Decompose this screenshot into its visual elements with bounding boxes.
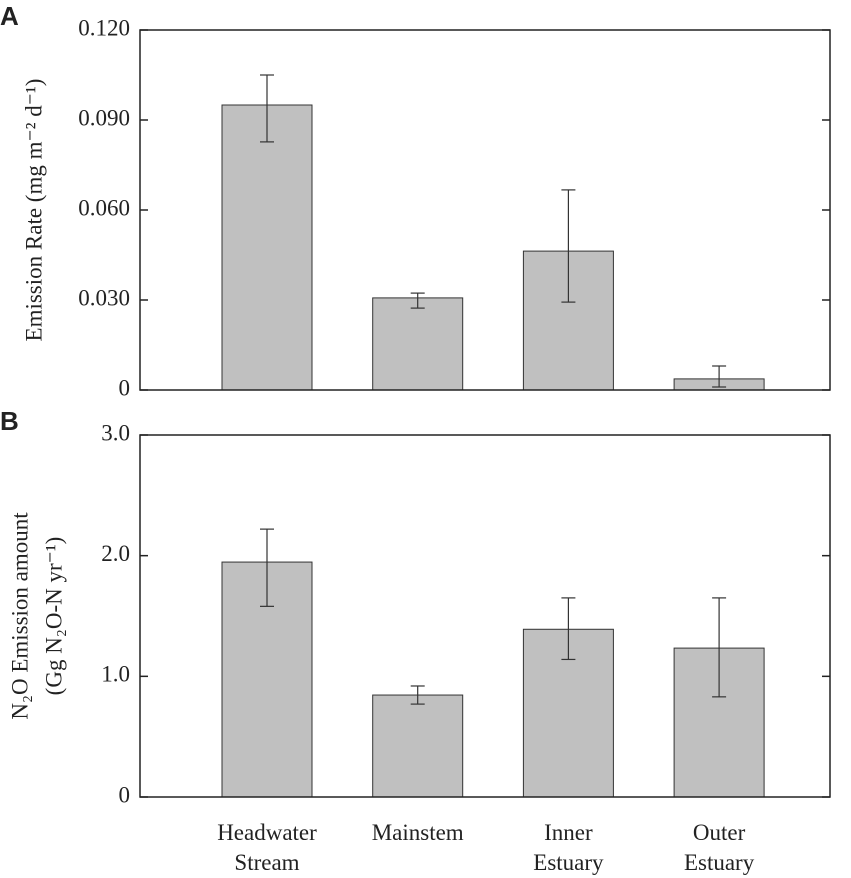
bar (221, 104, 313, 391)
y-tick-label: 0 (119, 375, 131, 400)
error-bar (561, 597, 576, 661)
y-tick-label: 0.120 (78, 15, 130, 40)
bar (372, 694, 464, 798)
error-bar (712, 597, 727, 698)
y-tick-label: 2.0 (101, 541, 130, 566)
bar (372, 297, 464, 391)
panel-label: B (0, 406, 19, 436)
error-bar (712, 365, 727, 388)
y-axis-label: N₂O Emission amount (7, 512, 32, 720)
y-tick-label: 1.0 (101, 662, 130, 687)
error-bar (410, 685, 425, 705)
panel-label: A (0, 1, 19, 31)
x-tick-label: Headwater Stream (217, 820, 317, 875)
y-tick-label: 0.090 (78, 105, 130, 130)
y-tick-label: 0.030 (78, 285, 130, 310)
y-axis-label: (Gg N₂O-N yr⁻¹) (41, 537, 66, 696)
y-tick-label: 0.060 (78, 195, 130, 220)
y-axis-label: Emission Rate (mg m⁻² d⁻¹) (21, 79, 46, 342)
plot-frame (139, 434, 831, 798)
error-bar (561, 189, 576, 303)
x-tick-label: Outer Estuary (684, 820, 755, 875)
error-bar (260, 74, 274, 143)
plot-frame (139, 29, 831, 391)
x-tick-label: Inner Estuary (533, 820, 604, 875)
y-tick-label: 0 (119, 782, 131, 807)
y-tick-label: 3.0 (101, 420, 130, 445)
x-tick-label: Mainstem (372, 820, 464, 845)
error-bar (260, 528, 274, 607)
error-bar (410, 292, 425, 309)
